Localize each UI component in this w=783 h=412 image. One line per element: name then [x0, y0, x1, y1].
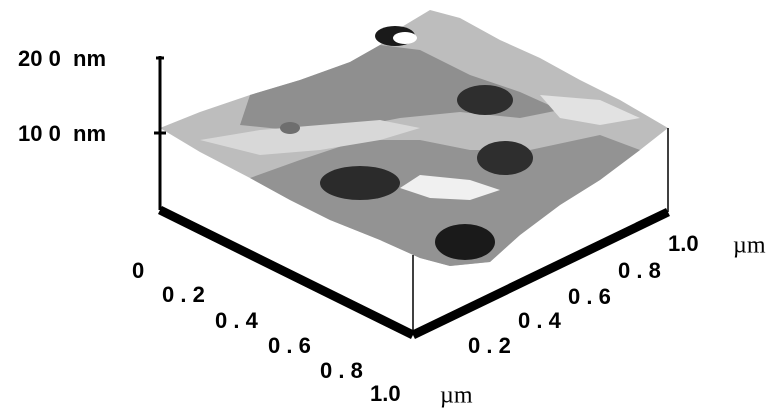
- x-label: 1.0: [370, 381, 401, 406]
- x-label: 0 . 6: [268, 333, 311, 358]
- y-label: 0 . 2: [468, 333, 511, 358]
- x-label: 0 . 4: [215, 308, 259, 333]
- z-label: 10 0 nm: [18, 121, 106, 146]
- y-unit: µm: [733, 233, 766, 259]
- y-label: 0 . 6: [568, 284, 611, 309]
- y-label: 0 . 4: [518, 308, 562, 333]
- z-label: 20 0 nm: [18, 46, 106, 71]
- x-label: 0: [132, 258, 144, 283]
- x-label: 0 . 8: [320, 358, 363, 383]
- y-label: 1.0: [668, 231, 699, 256]
- y-label: 0 . 8: [618, 258, 661, 283]
- x-unit: µm: [440, 383, 473, 409]
- afm-figure: 20 0 nm 10 0 nm 0 0 . 2 0 . 4 0 . 6 0 . …: [0, 0, 783, 412]
- x-label: 0 . 2: [162, 282, 205, 307]
- surface: [160, 10, 668, 266]
